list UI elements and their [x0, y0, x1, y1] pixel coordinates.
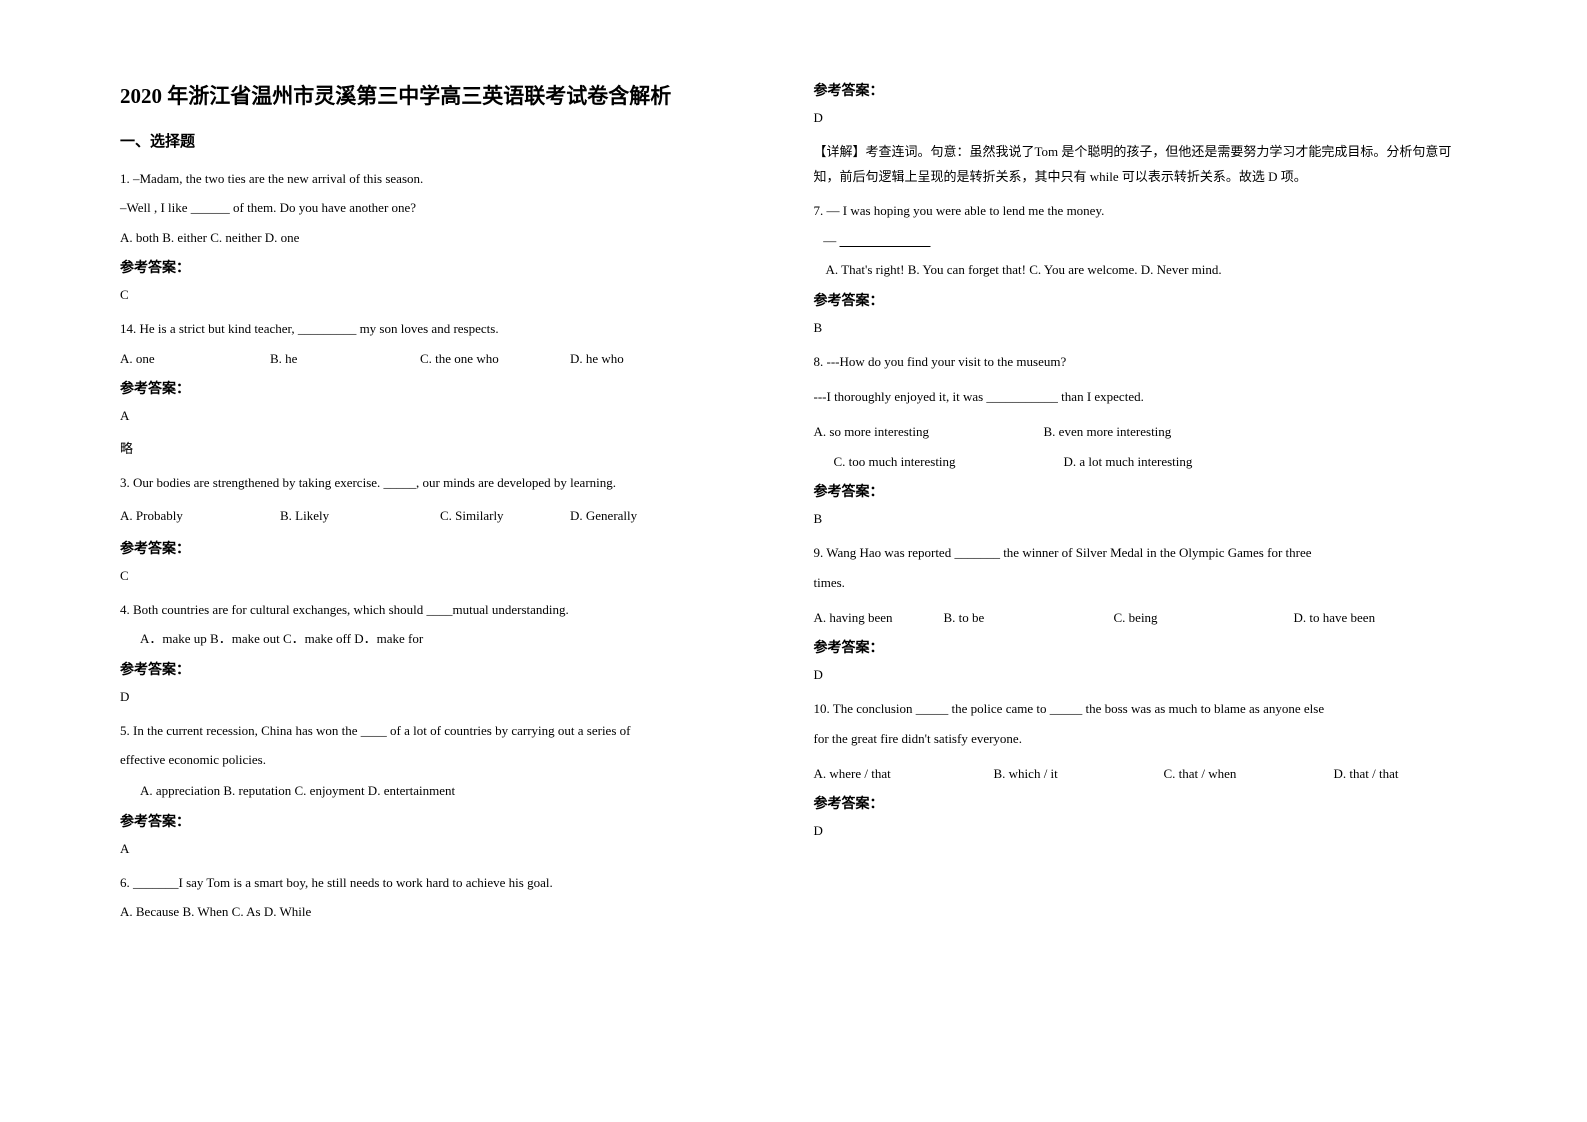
q14-options: A. one B. he C. the one who D. he who — [120, 347, 774, 370]
q4-answer-label: 参考答案： — [120, 659, 774, 679]
q3-text: 3. Our bodies are strengthened by taking… — [120, 471, 774, 494]
q9-opt-a: A. having been — [814, 606, 944, 629]
q10-answer-label: 参考答案： — [814, 793, 1468, 813]
document-title: 2020 年浙江省温州市灵溪第三中学高三英语联考试卷含解析 — [120, 80, 774, 110]
right-column: 参考答案： D 【详解】考查连词。句意：虽然我说了Tom 是个聪明的孩子，但他还… — [794, 80, 1488, 1082]
q9-answer-label: 参考答案： — [814, 637, 1468, 657]
q3-opt-c: C. Similarly — [440, 504, 570, 527]
q10-opt-a: A. where / that — [814, 762, 994, 785]
q1-answer-label: 参考答案： — [120, 257, 774, 277]
q5-options: A. appreciation B. reputation C. enjoyme… — [120, 779, 774, 802]
q14-opt-b: B. he — [270, 347, 420, 370]
q3-opt-b: B. Likely — [280, 504, 440, 527]
q14-note: 略 — [120, 438, 774, 457]
q9-answer: D — [814, 667, 1468, 683]
q8-opt-b: B. even more interesting — [1044, 420, 1172, 443]
q7-options: A. That's right! B. You can forget that!… — [814, 258, 1468, 281]
q8-opt-a: A. so more interesting — [814, 420, 1044, 443]
q7-line1: 7. — I was hoping you were able to lend … — [814, 199, 1468, 222]
q8-answer: B — [814, 511, 1468, 527]
q8-answer-label: 参考答案： — [814, 481, 1468, 501]
q1-line2: –Well , I like ______ of them. Do you ha… — [120, 196, 774, 219]
q3-opt-a: A. Probably — [120, 504, 280, 527]
q9-line1: 9. Wang Hao was reported _______ the win… — [814, 541, 1468, 564]
q10-line2: for the great fire didn't satisfy everyo… — [814, 727, 1468, 750]
q10-opt-b: B. which / it — [994, 762, 1164, 785]
q5-line1: 5. In the current recession, China has w… — [120, 719, 774, 742]
q4-text: 4. Both countries are for cultural excha… — [120, 598, 774, 621]
q10-line1: 10. The conclusion _____ the police came… — [814, 697, 1468, 720]
q10-answer: D — [814, 823, 1468, 839]
q8-opt-c: C. too much interesting — [834, 450, 1064, 473]
q6-text: 6. _______I say Tom is a smart boy, he s… — [120, 871, 774, 894]
q5-answer-label: 参考答案： — [120, 811, 774, 831]
q8-line2: ---I thoroughly enjoyed it, it was _____… — [814, 385, 1468, 408]
q9-opt-d: D. to have been — [1294, 606, 1376, 629]
q14-opt-c: C. the one who — [420, 347, 570, 370]
left-column: 2020 年浙江省温州市灵溪第三中学高三英语联考试卷含解析 一、选择题 1. –… — [100, 80, 794, 1082]
section-heading: 一、选择题 — [120, 130, 774, 151]
q3-answer: C — [120, 568, 774, 584]
q6-explanation: 【详解】考查连词。句意：虽然我说了Tom 是个聪明的孩子，但他还是需要努力学习才… — [814, 140, 1468, 189]
q14-text: 14. He is a strict but kind teacher, ___… — [120, 317, 774, 340]
q7-line2: — — [814, 229, 1468, 252]
q6-options: A. Because B. When C. As D. While — [120, 900, 774, 923]
q1-answer: C — [120, 287, 774, 303]
q14-opt-a: A. one — [120, 347, 270, 370]
q5-line2: effective economic policies. — [120, 748, 774, 771]
q8-options-row2: C. too much interesting D. a lot much in… — [814, 450, 1468, 473]
q6-answer: D — [814, 110, 1468, 126]
q8-options-row1: A. so more interesting B. even more inte… — [814, 420, 1468, 443]
q9-options: A. having been B. to be C. being D. to h… — [814, 606, 1468, 629]
q6-answer-label: 参考答案： — [814, 80, 1468, 100]
q3-opt-d: D. Generally — [570, 504, 637, 527]
q14-opt-d: D. he who — [570, 347, 624, 370]
q3-options: A. Probably B. Likely C. Similarly D. Ge… — [120, 504, 774, 527]
q7-answer: B — [814, 320, 1468, 336]
q10-options: A. where / that B. which / it C. that / … — [814, 762, 1468, 785]
q10-opt-c: C. that / when — [1164, 762, 1334, 785]
q14-answer-label: 参考答案： — [120, 378, 774, 398]
q8-opt-d: D. a lot much interesting — [1064, 450, 1193, 473]
q3-answer-label: 参考答案： — [120, 538, 774, 558]
q9-line2: times. — [814, 571, 1468, 594]
q1-options: A. both B. either C. neither D. one — [120, 226, 774, 249]
q4-answer: D — [120, 689, 774, 705]
q1-line1: 1. –Madam, the two ties are the new arri… — [120, 167, 774, 190]
q8-line1: 8. ---How do you find your visit to the … — [814, 350, 1468, 373]
q7-answer-label: 参考答案： — [814, 290, 1468, 310]
q10-opt-d: D. that / that — [1334, 762, 1399, 785]
q14-answer: A — [120, 408, 774, 424]
q9-opt-b: B. to be — [944, 606, 1114, 629]
q4-options: A．make up B．make out C．make off D．make f… — [120, 627, 774, 650]
q9-opt-c: C. being — [1114, 606, 1294, 629]
q5-answer: A — [120, 841, 774, 857]
